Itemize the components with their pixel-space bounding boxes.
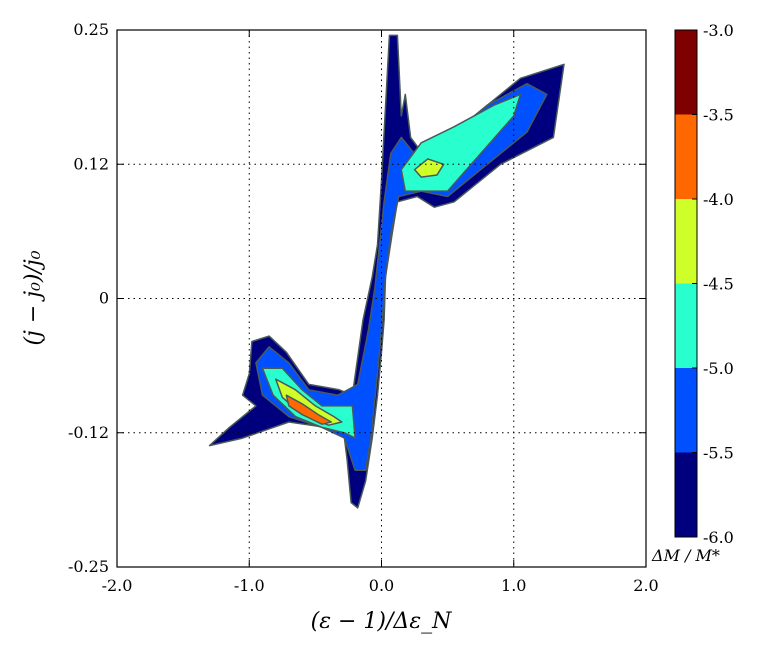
colorbar-frame [674,29,698,538]
x-tick-label-1: -1.0 [234,576,265,595]
x-axis-label: (ε − 1)/Δε_N [311,609,452,634]
colorbar-segment-5 [675,30,697,115]
y-tick-label-0: -0.25 [68,557,109,576]
colorbar-segment-2 [675,283,697,368]
colorbar-segment-1 [675,368,697,453]
x-tick-label-4: 2.0 [633,576,658,595]
y-tick-label-3: 0.12 [73,154,109,173]
colorbar-tick-label-2: -5.0 [703,359,734,378]
y-tick-label-2: 0 [99,289,109,308]
colorbar-segment-3 [675,199,697,284]
x-tick-label-3: 1.0 [501,576,526,595]
colorbar-tick-label-4: -4.0 [703,190,734,209]
y-tick-label-1: -0.12 [68,423,109,442]
x-tick-label-0: -2.0 [102,576,133,595]
x-axis-ticks: -2.0 -1.0 0.0 1.0 2.0 [102,30,659,595]
colorbar-segment-4 [675,114,697,199]
contour-regions [208,34,565,509]
colorbar-tick-label-0: -6.0 [703,528,734,547]
colorbar-label: ΔM / M* [651,546,720,565]
colorbar-tick-label-3: -4.5 [703,275,734,294]
colorbar-segment-0 [675,452,697,537]
contour-region-1 [255,82,548,472]
contour-region-6 [285,394,332,425]
x-tick-label-2: 0.0 [369,576,394,595]
colorbar-tick-label-1: -5.5 [703,444,734,463]
colorbar-tick-label-5: -3.5 [703,106,734,125]
colorbar: -6.0 -5.5 -5.0 -4.5 -4.0 -3.5 -3.0 [675,21,734,547]
grid-lines [117,30,646,567]
contour-region-4 [413,158,445,178]
colorbar-tick-label-6: -3.0 [703,21,734,40]
y-axis-label: (j − j₀)/j₀ [21,250,46,345]
y-axis-ticks: -0.25 -0.12 0 0.12 0.25 [68,20,646,576]
y-tick-label-4: 0.25 [73,20,109,39]
